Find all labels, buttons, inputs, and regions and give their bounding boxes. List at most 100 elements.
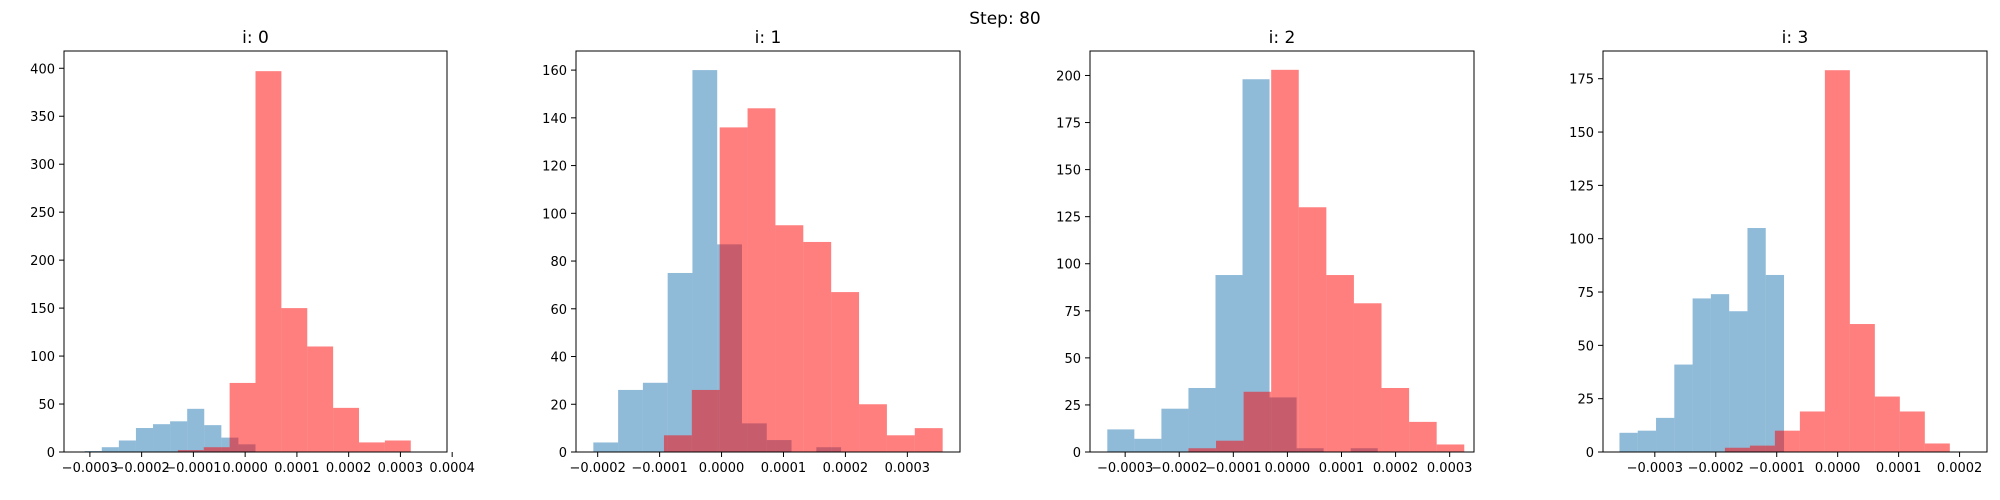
- chart-title: i: 1: [755, 28, 782, 48]
- histogram-bar: [333, 407, 360, 452]
- y-tick-label: 175: [1056, 117, 1081, 132]
- x-tick-label: 0.0001: [274, 461, 320, 476]
- x-tick-label: −0.0002: [113, 461, 169, 476]
- y-tick-label: 200: [1056, 69, 1081, 84]
- x-tick-label: 0.0004: [429, 461, 475, 476]
- x-tick-label: 0.0002: [326, 461, 372, 476]
- histogram-bar: [593, 442, 619, 452]
- y-tick-label: 50: [1064, 352, 1081, 367]
- y-tick-label: 125: [1569, 179, 1594, 194]
- histogram-bar: [1188, 448, 1217, 452]
- histogram-bar: [859, 404, 887, 452]
- histogram-bar: [1874, 396, 1900, 452]
- histogram-bar: [1729, 311, 1748, 452]
- histogram-bar: [1107, 429, 1135, 452]
- y-tick-label: 0: [1073, 446, 1081, 461]
- histogram-bar: [384, 440, 411, 452]
- histogram-bar: [255, 71, 282, 452]
- y-tick-label: 300: [30, 158, 55, 173]
- figure-suptitle: Step: 80: [969, 9, 1040, 29]
- histogram-bar: [803, 241, 832, 452]
- y-tick-label: 350: [30, 110, 55, 125]
- histogram-bar: [1724, 447, 1750, 452]
- histogram-bar: [747, 108, 776, 453]
- histogram-bar: [667, 272, 693, 452]
- histogram-bar: [153, 424, 171, 452]
- y-tick-label: 150: [1056, 164, 1081, 179]
- y-tick-label: 100: [30, 350, 55, 365]
- histogram-bar: [1924, 443, 1950, 452]
- panels: −0.0003−0.0002−0.0001 0.0000 0.0001 0.0002 0…: [30, 28, 1988, 476]
- x-tick-label: −0.0002: [1151, 461, 1207, 476]
- y-tick-label: 40: [550, 351, 567, 366]
- histogram-bar: [1298, 207, 1327, 452]
- histogram-bar: [135, 428, 154, 452]
- y-tick-label: 150: [1569, 126, 1594, 141]
- histogram-bar: [1619, 432, 1638, 452]
- histogram-bar: [1215, 275, 1243, 452]
- histogram-bar: [1747, 228, 1766, 452]
- axes-frame: [63, 50, 448, 453]
- series-red: [1724, 70, 1950, 452]
- histogram-bar: [692, 70, 718, 452]
- x-tick-label: −0.0001: [165, 461, 221, 476]
- histogram-bar: [1271, 69, 1299, 452]
- histogram-bar: [1242, 79, 1270, 452]
- x-tick-label: −0.0003: [1627, 461, 1683, 476]
- x-tick-label: 0.0000: [1265, 461, 1311, 476]
- series-red: [177, 71, 411, 452]
- y-tick-label: 25: [1064, 399, 1081, 414]
- histogram-bar: [618, 389, 643, 452]
- x-tick-label: 0.0003: [378, 461, 424, 476]
- y-tick-label: 80: [550, 255, 567, 270]
- histogram-bar: [307, 346, 334, 452]
- histogram-bar: [1692, 298, 1711, 452]
- histogram-bar: [1824, 70, 1850, 452]
- histogram-bar: [1765, 274, 1785, 452]
- y-tick-label: 20: [550, 398, 567, 413]
- y-tick-label: 100: [1569, 233, 1594, 248]
- x-tick-label: 0.0001: [1319, 461, 1365, 476]
- y-tick-label: 160: [542, 64, 567, 79]
- axes-frame: [1602, 50, 1988, 453]
- x-tick-label: 0.0001: [761, 461, 807, 476]
- y-tick-label: 175: [1569, 73, 1594, 88]
- histogram-bar: [1656, 417, 1675, 452]
- histogram-bar: [1436, 444, 1465, 452]
- histogram-bar: [1774, 430, 1800, 452]
- y-tick-label: 0: [1586, 446, 1594, 461]
- x-tick-label: 0.0001: [1876, 461, 1922, 476]
- histogram-panel: −0.0002 −0.0001 0.0000 0.0001 0.0002 0.0003 0 2…: [542, 28, 961, 476]
- y-tick-label: 75: [1064, 305, 1081, 320]
- y-tick-label: 50: [38, 398, 55, 413]
- y-tick-label: 50: [1577, 339, 1594, 354]
- y-tick-label: 60: [550, 303, 567, 318]
- histogram-bar: [691, 389, 720, 452]
- histogram-bar: [1637, 430, 1657, 452]
- histogram-bar: [1353, 303, 1382, 452]
- histogram-bar: [204, 425, 222, 452]
- histogram-bar: [1326, 275, 1354, 452]
- histogram-bar: [1243, 391, 1272, 452]
- y-tick-label: 25: [1577, 393, 1594, 408]
- histogram-bar: [886, 435, 915, 452]
- chart-title: i: 0: [242, 28, 269, 48]
- histogram-bar: [359, 442, 385, 452]
- histogram-bar: [170, 421, 188, 452]
- histogram-bar: [177, 450, 204, 452]
- histogram-bar: [101, 447, 119, 452]
- histogram-bar: [1409, 421, 1437, 452]
- x-tick-label: 0.0003: [1427, 461, 1473, 476]
- histogram-bar: [663, 435, 692, 452]
- histogram-bar: [1899, 411, 1925, 452]
- y-tick-label: 250: [30, 206, 55, 221]
- x-tick-label: 0.0002: [1937, 461, 1983, 476]
- y-tick-label: 100: [1056, 258, 1081, 273]
- x-tick-label: 0.0002: [1373, 461, 1419, 476]
- x-tick-label: −0.0002: [1688, 461, 1744, 476]
- x-tick-label: 0.0003: [885, 461, 931, 476]
- y-tick-label: 400: [30, 62, 55, 77]
